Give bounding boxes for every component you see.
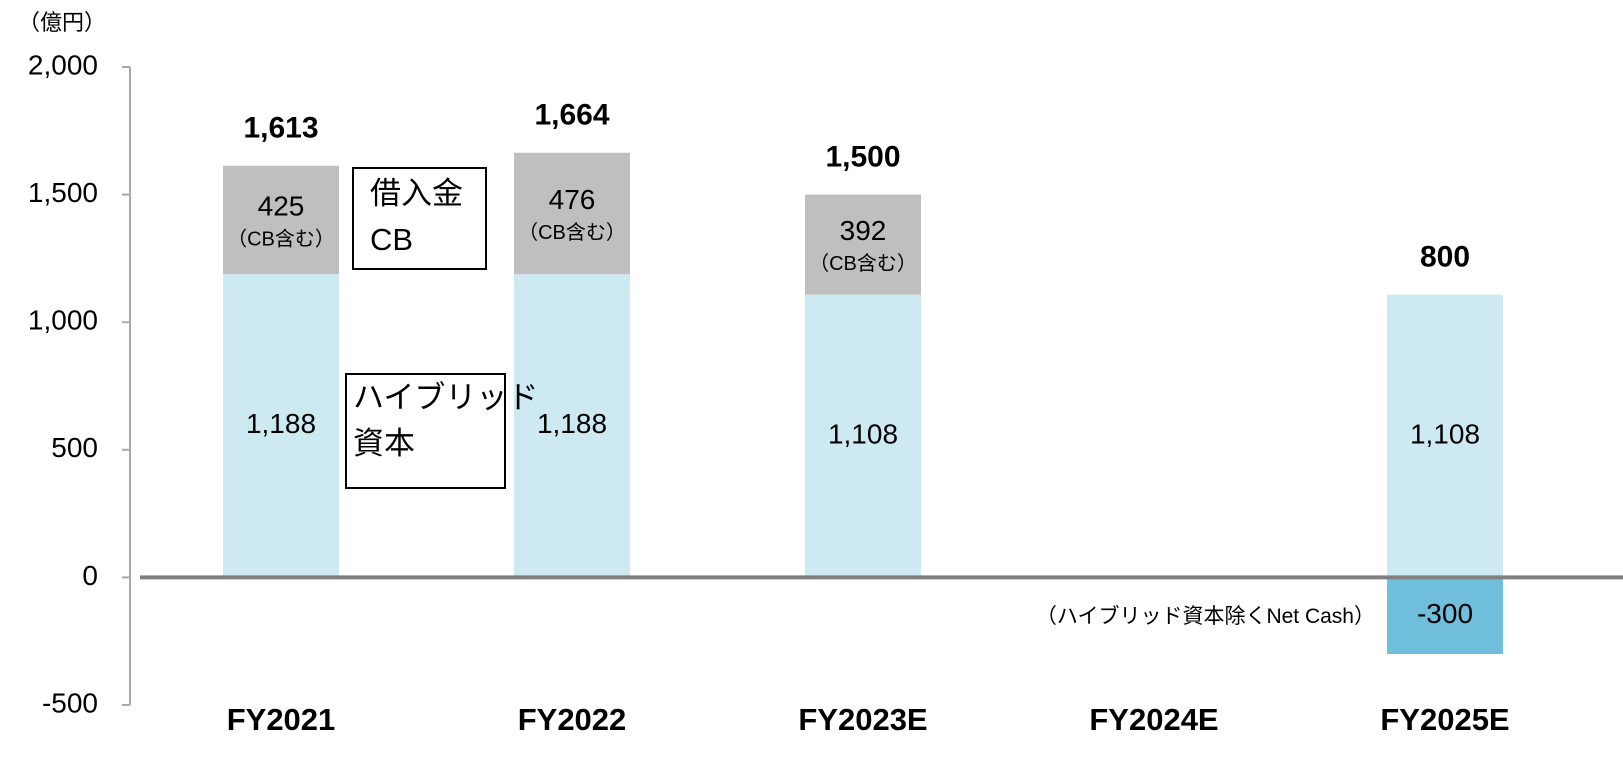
segment-note: （CB含む） bbox=[518, 221, 626, 244]
y-tick-label: 2,000 bbox=[28, 49, 98, 80]
bar-segment bbox=[223, 274, 339, 578]
bar-segment bbox=[514, 152, 630, 275]
total-label: 1,500 bbox=[825, 141, 900, 174]
unit-label: （億円） bbox=[18, 10, 106, 35]
bar-segment bbox=[514, 274, 630, 578]
bar-segment bbox=[1387, 577, 1503, 654]
value-label: 1,188 bbox=[246, 408, 316, 439]
segment-note: （CB含む） bbox=[227, 227, 335, 250]
value-label: 1,108 bbox=[1410, 418, 1480, 449]
total-label: 800 bbox=[1420, 241, 1470, 274]
y-tick-label: 1,000 bbox=[28, 305, 98, 336]
y-tick-label: 500 bbox=[51, 432, 98, 463]
x-tick-label: FY2021 bbox=[227, 702, 336, 737]
legend-box: 借入金 CB bbox=[352, 167, 487, 270]
value-label: 425 bbox=[258, 190, 305, 221]
y-tick-label: 0 bbox=[82, 560, 98, 591]
value-label: -300 bbox=[1417, 598, 1473, 629]
x-tick-label: FY2022 bbox=[518, 702, 627, 737]
y-tick-label: -500 bbox=[42, 687, 98, 718]
value-label: 1,108 bbox=[828, 418, 898, 449]
x-tick-label: FY2023E bbox=[798, 702, 927, 737]
value-label: 392 bbox=[840, 215, 887, 246]
x-tick-label: FY2024E bbox=[1089, 702, 1218, 737]
series-label: （ハイブリッド資本除くNet Cash） bbox=[1036, 605, 1375, 628]
total-label: 1,613 bbox=[243, 112, 318, 145]
bar-segment bbox=[223, 165, 339, 275]
value-label: 1,188 bbox=[537, 408, 607, 439]
total-label: 1,664 bbox=[534, 99, 609, 132]
bar-segment bbox=[805, 194, 921, 295]
legend-box: ハイブリッド 資本 bbox=[345, 373, 538, 489]
segment-note: （CB含む） bbox=[809, 252, 917, 275]
y-tick-label: 1,500 bbox=[28, 177, 98, 208]
value-label: 476 bbox=[549, 184, 596, 215]
bar-segment bbox=[1387, 294, 1503, 578]
bar-segment bbox=[805, 294, 921, 578]
x-tick-label: FY2025E bbox=[1380, 702, 1509, 737]
